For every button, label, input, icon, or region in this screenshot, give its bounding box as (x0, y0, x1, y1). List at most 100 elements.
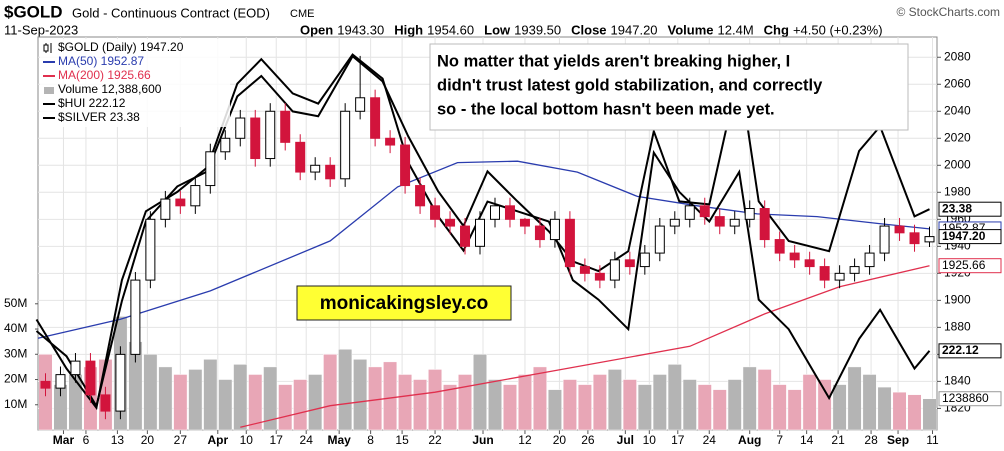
volume-bar (517, 374, 532, 431)
volume-bar (502, 384, 517, 431)
candle-body (310, 164, 321, 173)
candle-body (834, 272, 845, 281)
quote-label: Low (484, 22, 511, 37)
subtitle: Gold - Continuous Contract (EOD) (72, 5, 270, 20)
candle-body (564, 218, 575, 268)
candle-body (460, 225, 471, 247)
candle-body (100, 394, 111, 412)
volume-bar (278, 384, 293, 431)
candle-body (639, 252, 650, 268)
x-tick-label: 7 (776, 433, 783, 447)
plot-frame (37, 36, 938, 431)
volume-bar (233, 364, 248, 431)
line-series (35, 54, 930, 409)
candle-body (115, 353, 126, 412)
quote-value: +4.50 (+0.23%) (793, 22, 883, 37)
volume-bar (712, 389, 727, 431)
volume-bar (847, 366, 862, 431)
candle-body (489, 205, 500, 220)
volume-bar (308, 374, 323, 431)
candle-body (265, 110, 276, 160)
volume-bar (607, 369, 622, 431)
quote-label: Volume (668, 22, 714, 37)
volume-bar (547, 389, 562, 431)
candle-body (789, 252, 800, 261)
volume-bar (697, 384, 712, 431)
x-tick-label: Apr (207, 433, 228, 447)
volume-bar (772, 384, 787, 431)
line-series (37, 160, 930, 339)
volume-bar (188, 369, 203, 431)
legend-label: $GOLD (Daily) 1947.20 (58, 40, 184, 54)
x-tick-label: May (327, 433, 351, 447)
volume-tick-label: 40M (4, 321, 27, 335)
candle-body (909, 232, 920, 245)
x-tick-label: 17 (270, 433, 284, 447)
value-tag-box (938, 229, 1002, 245)
x-tick-label: 6 (83, 433, 90, 447)
volume-bar (323, 354, 338, 431)
legend-box (40, 39, 230, 127)
candle-body (400, 144, 411, 187)
candle-body (130, 279, 141, 355)
candle-body (70, 360, 81, 376)
y-tick-label: 2000 (944, 157, 971, 171)
volume-bar (877, 386, 892, 431)
x-tick-label: Sep (887, 433, 909, 447)
volume-bar (787, 389, 802, 431)
legend-swatch (44, 87, 54, 94)
candle-body (729, 218, 740, 227)
volume-bar (802, 374, 817, 431)
y-tick-label: 2040 (944, 103, 971, 117)
volume-bar (832, 384, 847, 431)
date: 11-Sep-2023 (4, 22, 78, 37)
credit: © StockCharts.com (896, 5, 1000, 19)
volume-bar (922, 398, 937, 431)
y-tick-label: 1840 (944, 374, 971, 388)
candle-body (609, 259, 620, 281)
candle-body (744, 208, 755, 220)
x-tick-label: 13 (111, 433, 125, 447)
volume-tick-label: 50M (4, 296, 27, 310)
annotation-line: No matter that yields aren't breaking hi… (437, 52, 790, 70)
x-tick-label: 17 (671, 433, 685, 447)
volume-bar (637, 384, 652, 431)
candles-layer (40, 55, 935, 420)
watermark: monicakingsley.co (320, 293, 489, 314)
candle-body (534, 225, 545, 241)
value-tag: 1947.20 (942, 229, 986, 243)
y-tick-label: 1980 (944, 184, 971, 198)
annotation-line: didn't trust latest gold stabilization, … (437, 76, 823, 94)
volume-bar (892, 391, 907, 431)
x-tick-label: Jun (472, 433, 493, 447)
legend-label: MA(200) 1925.66 (58, 68, 151, 82)
candle-body (894, 225, 905, 234)
volume-bar (907, 394, 922, 431)
candle-body (250, 117, 261, 160)
quote-value: 1943.30 (337, 22, 384, 37)
volume-bar (338, 348, 353, 431)
candle-body (160, 198, 171, 220)
volume-bar (248, 374, 263, 431)
volume-bar (203, 359, 218, 431)
volume-bar (742, 366, 757, 431)
x-tick-label: 15 (395, 433, 409, 447)
candle-body (519, 218, 530, 227)
volume-bar (293, 379, 308, 431)
lines-layer (35, 53, 931, 428)
volume-bar (443, 384, 458, 431)
x-tick-label: 26 (581, 433, 595, 447)
x-tick-label: 24 (300, 433, 314, 447)
candle-body (594, 272, 605, 281)
x-tick-label: 24 (703, 433, 717, 447)
volume-bar (458, 374, 473, 431)
quote: Open 1943.30 High 1954.60 Low 1939.50 Close 194… (300, 22, 883, 37)
x-tick-label: 28 (864, 433, 878, 447)
candle-body (40, 380, 51, 389)
candle-body (504, 205, 515, 220)
candle-body (325, 164, 336, 180)
quote-label: Open (300, 22, 333, 37)
volume-bar (218, 379, 233, 431)
y-tick-label: 1900 (944, 293, 971, 307)
value-tag-box (938, 201, 1002, 217)
